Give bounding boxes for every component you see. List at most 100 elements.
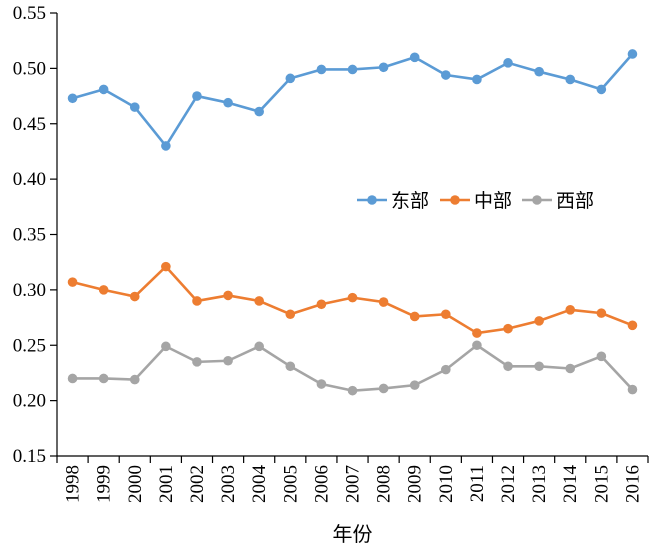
- x-tick-label: 2013: [529, 465, 550, 503]
- legend-item: 东部: [357, 190, 429, 212]
- data-point: [472, 74, 482, 85]
- data-point: [441, 364, 451, 375]
- data-point: [596, 351, 607, 362]
- data-point: [254, 296, 264, 306]
- x-tick-label: 2006: [311, 465, 332, 503]
- data-point: [285, 73, 296, 84]
- y-tick-label: 0.55: [13, 3, 46, 24]
- data-point: [67, 277, 78, 287]
- data-point: [254, 106, 264, 117]
- data-point: [596, 84, 607, 95]
- data-point: [192, 91, 202, 101]
- data-point: [192, 296, 202, 306]
- data-point: [503, 58, 513, 68]
- y-tick-label: 0.50: [13, 58, 46, 79]
- data-point: [596, 308, 607, 318]
- series-0: [67, 49, 638, 151]
- legend-marker: [532, 195, 542, 205]
- legend-item: 中部: [440, 190, 512, 212]
- data-point: [285, 361, 296, 372]
- data-point: [98, 285, 109, 295]
- x-axis-title: 年份: [333, 522, 373, 546]
- legend-label: 西部: [556, 190, 594, 212]
- x-tick-label: 1999: [94, 465, 115, 503]
- data-point: [129, 102, 140, 112]
- y-tick-label: 0.40: [13, 169, 46, 190]
- data-point: [627, 320, 638, 331]
- data-point: [378, 297, 389, 307]
- data-point: [409, 380, 420, 390]
- x-tick-label: 2010: [436, 465, 457, 503]
- data-point: [98, 84, 109, 95]
- x-tick-label: 1998: [63, 465, 84, 503]
- data-point: [472, 328, 482, 338]
- x-tick-label: 2003: [218, 465, 239, 503]
- x-tick-label: 2000: [125, 465, 146, 503]
- data-point: [347, 385, 358, 396]
- data-point: [534, 361, 544, 372]
- x-axis-ticks: 1998 1999 2000 2001 2002 2003 2004 2005 2006 2007…: [56, 456, 649, 504]
- data-point: [503, 323, 513, 334]
- series-layer: [67, 49, 638, 396]
- data-point: [347, 64, 358, 75]
- data-point: [316, 64, 327, 75]
- data-point: [161, 261, 171, 272]
- data-point: [223, 290, 233, 301]
- x-tick-label: 2012: [498, 465, 519, 503]
- x-tick-label: 2011: [467, 465, 488, 502]
- x-tick-label: 2005: [280, 465, 301, 503]
- legend-marker: [450, 195, 460, 205]
- data-point: [67, 373, 78, 384]
- data-point: [161, 341, 171, 352]
- data-point: [472, 340, 482, 351]
- data-point: [565, 363, 576, 374]
- data-point: [285, 309, 296, 320]
- x-tick-label: 2014: [560, 465, 581, 504]
- y-axis-ticks: 0.15 0.20 0.25 0.30 0.35 0.40 0.45 0.50 0.55: [13, 3, 57, 467]
- data-point: [129, 291, 140, 302]
- data-point: [161, 141, 171, 151]
- data-point: [129, 374, 140, 385]
- legend-item: 西部: [522, 190, 594, 212]
- y-tick-label: 0.45: [13, 114, 46, 135]
- legend-label: 中部: [474, 190, 512, 212]
- x-tick-label: 2002: [187, 465, 208, 503]
- y-tick-label: 0.35: [13, 225, 46, 246]
- data-point: [627, 384, 638, 395]
- y-tick-label: 0.25: [13, 335, 46, 356]
- data-point: [254, 341, 264, 352]
- data-point: [67, 93, 78, 104]
- legend-marker: [367, 195, 377, 205]
- data-point: [565, 74, 576, 85]
- data-point: [347, 292, 358, 303]
- data-point: [378, 383, 389, 394]
- data-point: [534, 66, 544, 77]
- y-tick-label: 0.20: [13, 391, 46, 412]
- data-point: [223, 355, 233, 366]
- data-point: [441, 70, 451, 80]
- x-tick-label: 2001: [156, 465, 177, 503]
- data-point: [503, 361, 513, 372]
- legend-label: 东部: [391, 190, 429, 212]
- x-tick-label: 2015: [591, 465, 612, 503]
- series-2: [67, 340, 638, 396]
- x-tick-label: 2007: [343, 465, 364, 503]
- y-tick-label: 0.15: [13, 446, 46, 467]
- x-tick-label: 2016: [622, 465, 643, 503]
- data-point: [316, 299, 327, 310]
- data-point: [441, 309, 451, 320]
- legend: 东部 中部 西部: [357, 190, 594, 212]
- data-point: [316, 379, 327, 389]
- data-point: [534, 316, 544, 326]
- y-tick-label: 0.30: [13, 280, 46, 301]
- data-point: [98, 373, 109, 384]
- series-line: [72, 343, 634, 392]
- data-point: [378, 62, 389, 73]
- data-point: [565, 305, 576, 315]
- data-point: [192, 357, 202, 367]
- series-1: [67, 261, 638, 338]
- data-point: [409, 52, 420, 63]
- x-tick-label: 2009: [405, 465, 426, 503]
